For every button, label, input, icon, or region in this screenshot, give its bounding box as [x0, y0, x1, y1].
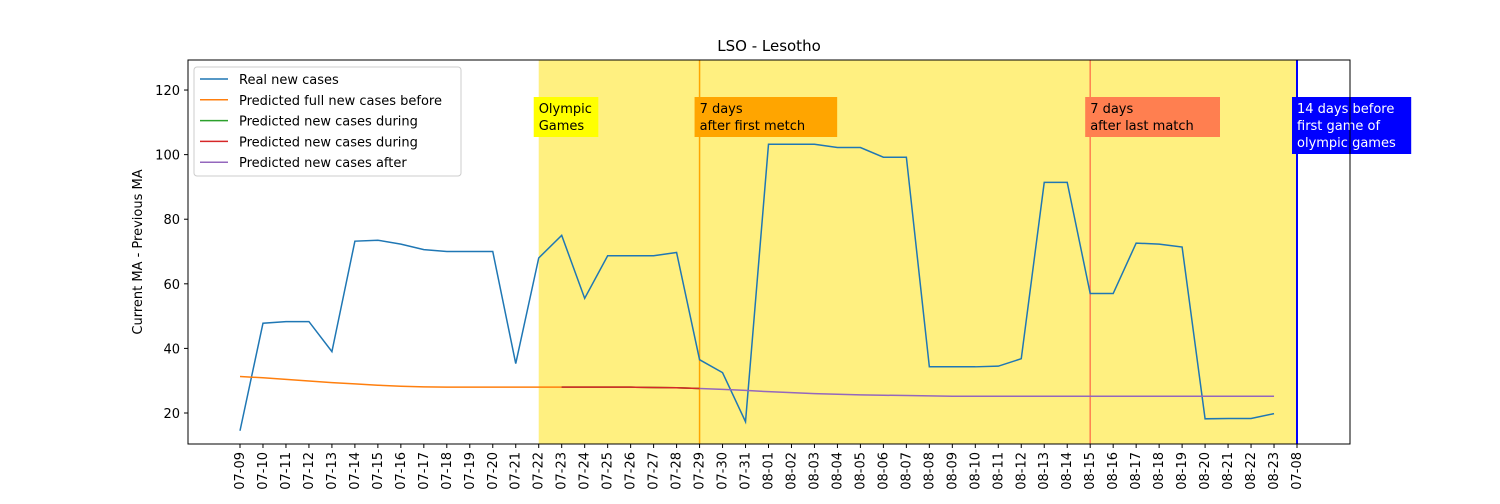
x-tick-label: 07-12: [302, 452, 317, 490]
annotation-text: olympic games: [1297, 136, 1396, 151]
x-tick-label: 08-10: [968, 452, 983, 490]
legend-label: Predicted new cases during: [239, 115, 418, 130]
x-tick-label: 08-12: [1014, 452, 1029, 490]
legend-label: Predicted new cases during: [239, 135, 418, 150]
series-line: [239, 143, 1275, 431]
y-tick-label: 120: [155, 84, 180, 99]
annotation-text: 7 days: [700, 102, 743, 117]
x-tick-label: 07-10: [256, 452, 271, 490]
x-tick-label: 07-21: [509, 452, 524, 490]
x-tick-label: 08-02: [784, 452, 799, 490]
annotation-text: Olympic: [539, 102, 592, 117]
annotation-box: [1292, 97, 1412, 154]
x-tick-label: 07-26: [624, 452, 639, 490]
y-tick-label: 80: [163, 213, 180, 228]
plot-frame: [187, 59, 1351, 445]
y-tick-label: 100: [155, 149, 180, 164]
annotation: Olympic Games: [533, 97, 599, 137]
x-tick-label: 08-05: [853, 452, 868, 490]
series-line: [561, 386, 700, 390]
x-tick-label: 08-15: [1083, 452, 1098, 490]
y-tick-label: 40: [163, 342, 180, 357]
x-tick-label: 07-17: [417, 452, 432, 490]
annotation-text: first game of: [1297, 119, 1381, 134]
x-tick-label: 07-08: [1290, 452, 1305, 490]
x-tick-label: 08-08: [922, 452, 937, 490]
legend-box: [193, 66, 462, 177]
x-tick-label: 08-21: [1221, 452, 1236, 490]
y-axis-label: Current MA - Previous MA: [131, 169, 146, 334]
legend-label: Predicted new cases after: [239, 156, 407, 171]
x-tick-label: 08-16: [1106, 452, 1121, 490]
x-tick-label: 08-20: [1198, 452, 1213, 490]
x-tick-label: 07-16: [394, 452, 409, 490]
x-tick-label: 08-09: [945, 452, 960, 490]
x-tick-label: 08-14: [1060, 452, 1075, 490]
x-tick-label: 07-29: [693, 452, 708, 490]
annotation-box: [694, 97, 838, 137]
x-tick-label: 07-27: [647, 452, 662, 490]
x-tick-label: 07-20: [486, 452, 501, 490]
series-line: [699, 387, 1275, 397]
legend: Real new cases Predicted full new cases b…: [193, 66, 462, 177]
x-tick-label: 07-09: [233, 452, 248, 490]
annotation: 7 days after last match: [1085, 97, 1220, 137]
x-tick-label: 07-25: [601, 452, 616, 490]
x-tick-label: 07-31: [739, 452, 754, 490]
annotation-box: [1085, 97, 1220, 137]
x-tick-label: 07-24: [578, 452, 593, 490]
x-tick-label: 08-18: [1152, 452, 1167, 490]
x-tick-label: 07-18: [440, 452, 455, 490]
x-tick-label: 07-15: [371, 452, 386, 490]
x-tick-label: 08-07: [899, 452, 914, 490]
legend-label: Real new cases: [239, 73, 339, 88]
x-tick-label: 07-19: [463, 452, 478, 490]
x-tick-label: 08-22: [1244, 452, 1259, 490]
y-tick-label: 60: [163, 278, 180, 293]
x-tick-label: 08-06: [876, 452, 891, 490]
annotation-text: after last match: [1090, 119, 1194, 134]
x-tick-label: 07-30: [716, 452, 731, 490]
annotation-text: 14 days before: [1297, 102, 1394, 117]
x-tick-label: 08-11: [991, 452, 1006, 490]
x-tick-label: 07-14: [348, 452, 363, 490]
x-tick-label: 08-01: [762, 452, 777, 490]
x-tick-label: 08-13: [1037, 452, 1052, 490]
annotation: 14 days before first game of olympic games: [1292, 97, 1412, 154]
x-tick-label: 08-04: [830, 452, 845, 490]
x-tick-label: 07-23: [555, 452, 570, 490]
x-tick-label: 08-03: [807, 452, 822, 490]
annotation-text: after first metch: [700, 119, 806, 134]
annotation: 7 days after first metch: [694, 97, 838, 137]
annotation-text: 7 days: [1090, 102, 1133, 117]
legend-label: Predicted full new cases before: [239, 94, 442, 109]
x-tick-label: 08-19: [1175, 452, 1190, 490]
y-tick-label: 20: [163, 407, 180, 422]
chart-title: LSO - Lesotho: [717, 37, 821, 55]
x-tick-label: 07-22: [532, 452, 547, 490]
x-tick-label: 08-17: [1129, 452, 1144, 490]
annotation-text: Games: [539, 119, 585, 134]
x-tick-label: 07-28: [670, 452, 685, 490]
x-tick-label: 08-23: [1267, 452, 1282, 490]
x-tick-label: 07-11: [279, 452, 294, 490]
annotation-box: [533, 97, 599, 137]
x-tick-label: 07-13: [325, 452, 340, 490]
